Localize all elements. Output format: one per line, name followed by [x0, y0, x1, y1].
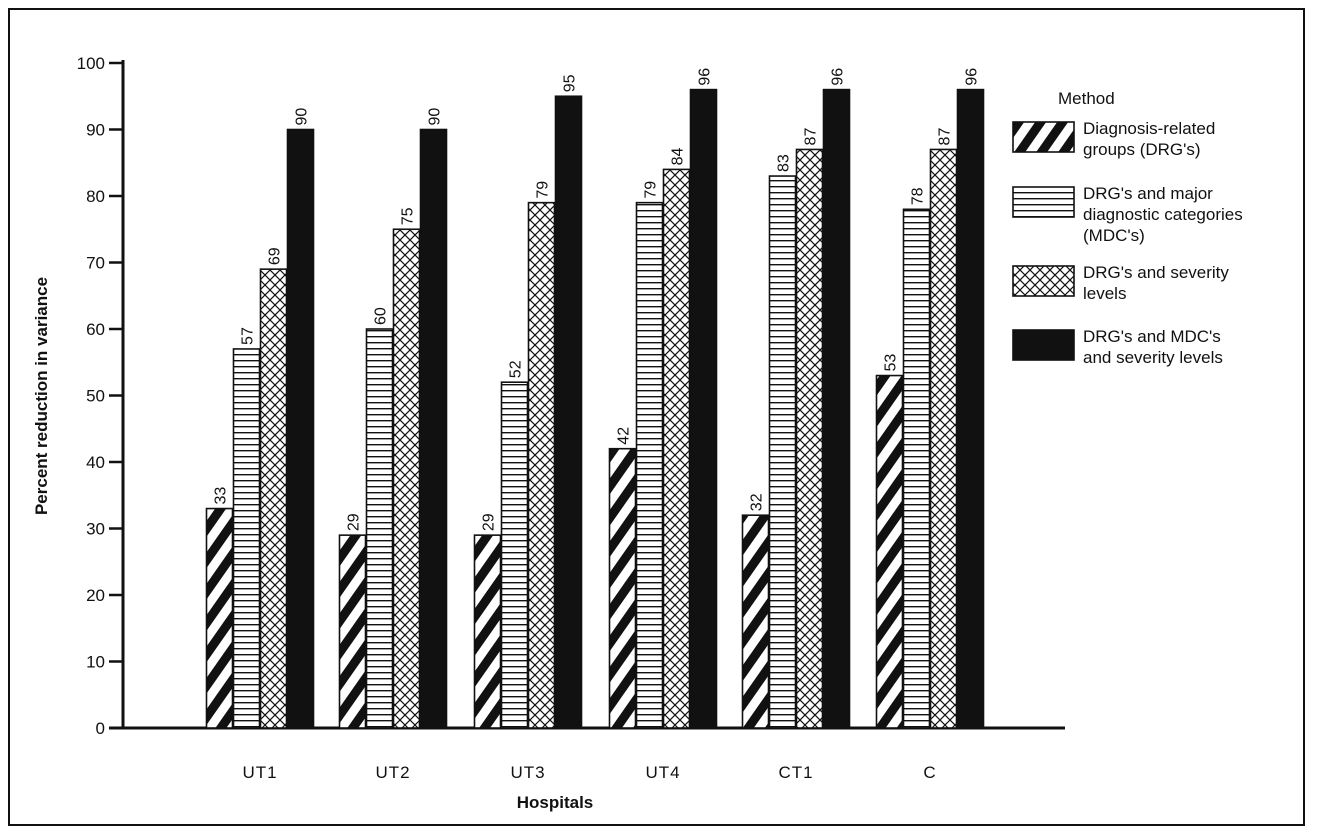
data-label: 53: [883, 354, 900, 372]
data-label: 42: [616, 427, 633, 445]
bar: [259, 268, 288, 729]
data-label: 33: [213, 487, 230, 505]
data-label: 79: [535, 181, 552, 199]
data-label: 75: [400, 207, 417, 225]
legend-label: DRG's and MDC's and severity levels: [1083, 327, 1223, 367]
data-label: 84: [670, 148, 687, 166]
bar: [956, 88, 985, 729]
bar: [205, 507, 234, 729]
y-axis: 0 10 20 30 40 50 60 70 80 90 100: [77, 54, 125, 738]
legend: Method Diagnosis-related groups (DRG's) DR…: [1012, 89, 1243, 367]
data-label: 32: [749, 493, 766, 511]
y-tick-label: 60: [86, 320, 105, 339]
data-label: 69: [267, 247, 284, 265]
bar: [662, 168, 691, 729]
bar: [473, 534, 502, 729]
x-tick-label: UT3: [510, 763, 545, 782]
bar: [500, 381, 529, 729]
x-tick-label: CT1: [778, 763, 813, 782]
data-label: 90: [427, 108, 444, 126]
bar: [338, 534, 367, 729]
y-tick-label: 90: [86, 121, 105, 140]
y-tick-label: 30: [86, 520, 105, 539]
bar: [365, 328, 394, 729]
data-label: 79: [643, 181, 660, 199]
bar: [419, 128, 448, 729]
x-axis: UT1 UT2 UT3 UT4 CT1 C: [109, 726, 1065, 782]
x-tick-label: UT4: [645, 763, 680, 782]
x-axis-title: Hospitals: [517, 793, 594, 812]
legend-label: Diagnosis-related groups (DRG's): [1083, 119, 1215, 159]
bar: [741, 514, 770, 729]
legend-swatch: [1012, 265, 1075, 297]
bar: [635, 201, 664, 729]
bar: [286, 128, 315, 729]
legend-swatch: [1012, 329, 1075, 361]
y-tick-label: 70: [86, 254, 105, 273]
data-label: 90: [294, 108, 311, 126]
x-tick-label: C: [923, 763, 936, 782]
data-label: 29: [481, 513, 498, 531]
legend-label: DRG's and major diagnostic categories (MDC…: [1083, 184, 1243, 245]
y-axis-title: Percent reduction in variance: [32, 277, 51, 515]
y-tick-label: 100: [77, 54, 105, 73]
bar: [875, 374, 904, 729]
bar: [929, 148, 958, 729]
y-tick-label: 40: [86, 453, 105, 472]
bars: [205, 88, 985, 729]
data-label: 83: [776, 154, 793, 172]
bar: [822, 88, 851, 729]
x-tick-label: UT2: [375, 763, 410, 782]
bar: [795, 148, 824, 729]
data-labels: 33 57 69 90 29 60 75 90 29 52 79 95 42 79 84 96 32 83 87 96…: [213, 68, 981, 531]
y-tick-label: 50: [86, 387, 105, 406]
y-tick-label: 10: [86, 653, 105, 672]
bar: [768, 175, 797, 729]
x-tick-label: UT1: [242, 763, 277, 782]
y-tick-label: 0: [96, 719, 105, 738]
data-label: 29: [346, 513, 363, 531]
bar: [689, 88, 718, 729]
bar: [554, 95, 583, 729]
y-tick-label: 20: [86, 586, 105, 605]
bar: [608, 447, 637, 729]
legend-swatch: [1012, 121, 1075, 153]
y-tick-label: 80: [86, 187, 105, 206]
data-label: 96: [830, 68, 847, 86]
legend-swatch: [1012, 186, 1075, 218]
legend-title: Method: [1058, 89, 1115, 108]
data-label: 78: [910, 187, 927, 205]
bar: [392, 228, 421, 729]
data-label: 96: [697, 68, 714, 86]
bar: [527, 201, 556, 729]
data-label: 52: [508, 360, 525, 378]
bar: [232, 348, 261, 729]
legend-label: DRG's and severity levels: [1083, 263, 1229, 303]
data-label: 60: [373, 307, 390, 325]
data-label: 87: [803, 128, 820, 146]
data-label: 57: [240, 327, 257, 345]
data-label: 95: [562, 74, 579, 92]
data-label: 87: [937, 128, 954, 146]
data-label: 96: [964, 68, 981, 86]
bar: [902, 208, 931, 729]
